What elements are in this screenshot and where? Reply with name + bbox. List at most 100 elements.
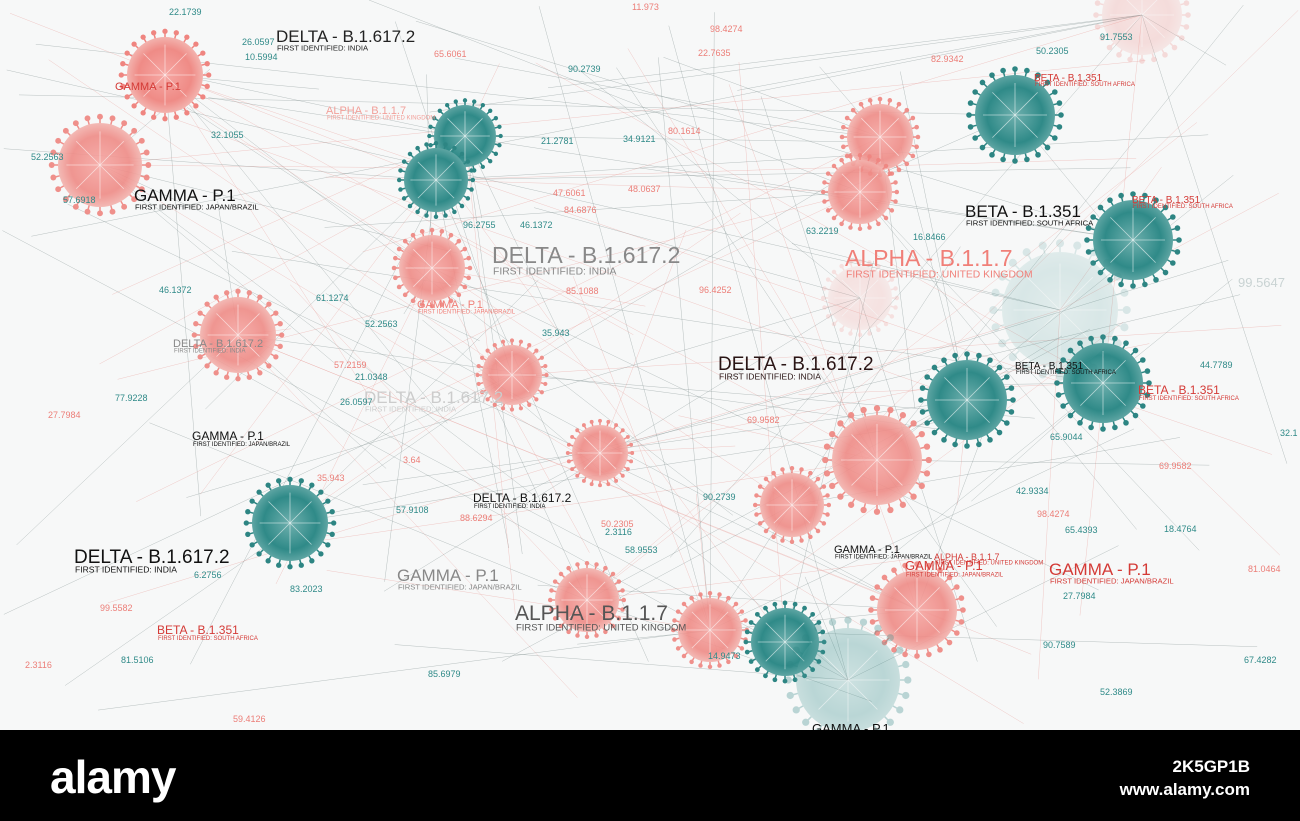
virus-spike-tip bbox=[325, 498, 331, 504]
virus-spike-tip bbox=[989, 72, 995, 78]
virus-spike-tip bbox=[960, 607, 966, 613]
variant-note: FIRST IDENTIFIED: UNITED KINGDOM bbox=[935, 561, 1043, 567]
virus-spike-tip bbox=[780, 538, 785, 543]
virus-spike-tip bbox=[235, 376, 241, 382]
variant-name: GAMMA - P.1 bbox=[417, 299, 483, 311]
virus-detail bbox=[1014, 114, 1038, 138]
variant-name: ALPHA - B.1.1.7 bbox=[515, 602, 668, 625]
variant-name: BETA - B.1.351 bbox=[1034, 73, 1103, 84]
virus-spike-tip bbox=[445, 102, 450, 108]
virus-spike-tip bbox=[558, 623, 564, 629]
virus-spike-tip bbox=[860, 406, 867, 414]
virus-detail bbox=[417, 161, 437, 181]
virus-spike-tip bbox=[193, 321, 199, 327]
virus-spike-tip bbox=[754, 667, 760, 673]
variant-note: FIRST IDENTIFIED: UNITED KINGDOM bbox=[846, 270, 1033, 281]
virus-spike-tip bbox=[1142, 281, 1148, 288]
virus-spike-tip bbox=[726, 659, 731, 665]
virus-spike-tip bbox=[431, 116, 437, 121]
virus-spike-tip bbox=[1008, 409, 1015, 415]
data-number: 85.6979 bbox=[428, 669, 461, 679]
virus-spike-tip bbox=[273, 310, 279, 316]
virus-detail bbox=[765, 622, 786, 643]
virus-spike-tip bbox=[213, 294, 219, 300]
network-line bbox=[573, 65, 861, 299]
virus-spike-tip bbox=[1123, 340, 1129, 346]
virus-spike-tip bbox=[739, 646, 745, 651]
virus-spike-tip bbox=[815, 528, 821, 534]
variant-name: BETA - B.1.351 bbox=[965, 202, 1081, 221]
virus-spike-tip bbox=[1094, 24, 1101, 30]
virus-spike-tip bbox=[62, 127, 69, 134]
virus-spike-tip bbox=[1012, 66, 1018, 72]
data-number: 63.2219 bbox=[806, 226, 839, 236]
virus-spike-tip bbox=[799, 467, 804, 472]
virus-spike-tip bbox=[839, 134, 845, 140]
virus-spike-tip bbox=[1122, 305, 1131, 315]
virus-spike-tip bbox=[480, 355, 485, 360]
network-line bbox=[760, 96, 878, 461]
virus-spike-tip bbox=[820, 295, 826, 301]
virus-detail bbox=[99, 140, 125, 166]
data-number: 69.9582 bbox=[747, 415, 780, 425]
variant-note: FIRST IDENTIFIED: SOUTH AFRICA bbox=[1016, 370, 1116, 376]
virus-spike-tip bbox=[500, 406, 506, 411]
variant-note: FIRST IDENTIFIED: INDIA bbox=[174, 349, 246, 355]
data-number: 65.6061 bbox=[434, 49, 467, 59]
virus-spike-tip bbox=[204, 61, 210, 67]
variant-name: DELTA - B.1.617.2 bbox=[492, 242, 680, 268]
virus-spike-tip bbox=[848, 225, 853, 230]
virus-spike-tip bbox=[1100, 426, 1106, 432]
virus-spike-tip bbox=[1120, 288, 1129, 297]
virus-spike-tip bbox=[509, 407, 515, 412]
variant-name: GAMMA - P.1 bbox=[905, 558, 983, 573]
virus-spike-tip bbox=[497, 143, 502, 148]
virus-spike-tip bbox=[1058, 112, 1064, 118]
variant-name: DELTA - B.1.617.2 bbox=[364, 388, 503, 407]
virus-spike-tip bbox=[407, 203, 413, 209]
virus-spike-tip bbox=[1176, 237, 1182, 243]
virus-spike-tip bbox=[407, 151, 413, 157]
virus bbox=[48, 113, 152, 217]
virus-spike-tip bbox=[549, 607, 554, 612]
virus-spike-tip bbox=[558, 571, 564, 577]
virus-spike-tip bbox=[874, 630, 880, 636]
virus-spike-tip bbox=[784, 676, 792, 684]
virus-spike-tip bbox=[867, 331, 872, 336]
virus-detail bbox=[1132, 217, 1156, 241]
virus-spike-tip bbox=[401, 159, 407, 164]
variant-note: FIRST IDENTIFIED: SOUTH AFRICA bbox=[1035, 82, 1135, 88]
virus-spike-tip bbox=[298, 478, 304, 484]
virus-spike-tip bbox=[257, 370, 263, 376]
virus-spike-tip bbox=[859, 618, 868, 626]
virus-detail bbox=[944, 377, 968, 401]
virus-spike-tip bbox=[1052, 135, 1058, 141]
virus-spike-tip bbox=[825, 171, 831, 176]
virus-spike-tip bbox=[896, 167, 902, 173]
virus-spike-tip bbox=[910, 420, 917, 427]
data-number: 14.9473 bbox=[708, 651, 741, 661]
virus-spike-tip bbox=[50, 174, 57, 181]
virus-spike-tip bbox=[131, 41, 137, 47]
virus-spike-tip bbox=[1035, 72, 1041, 78]
virus-detail bbox=[709, 629, 729, 649]
virus-detail bbox=[1132, 239, 1156, 263]
network-line bbox=[289, 279, 539, 524]
virus-detail bbox=[289, 501, 312, 524]
network-line bbox=[160, 85, 793, 506]
virus-spike-tip bbox=[429, 227, 435, 233]
virus-spike-tip bbox=[733, 601, 739, 607]
virus-spike-tip bbox=[1084, 237, 1090, 243]
virus bbox=[1084, 191, 1182, 289]
virus-spike-tip bbox=[1107, 197, 1113, 203]
virus-spike-tip bbox=[456, 292, 462, 298]
virus-spike-tip bbox=[848, 260, 853, 265]
virus-spike-tip bbox=[1008, 385, 1015, 391]
virus-spike-tip bbox=[869, 619, 876, 625]
virus-detail bbox=[237, 313, 260, 336]
virus-spike-tip bbox=[509, 338, 515, 343]
virus-spike-tip bbox=[459, 203, 465, 209]
virus-spike-tip bbox=[789, 539, 795, 545]
virus-spike-tip bbox=[919, 385, 926, 391]
